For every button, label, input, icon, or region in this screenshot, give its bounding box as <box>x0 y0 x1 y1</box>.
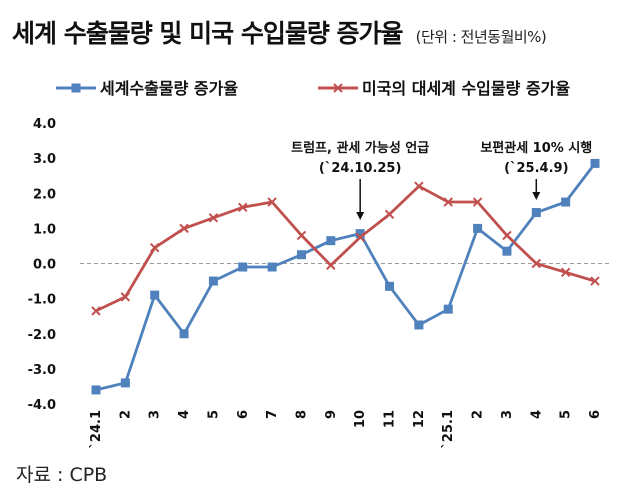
x-tick-label: 4 <box>529 410 544 419</box>
data-point-marker <box>414 320 424 330</box>
annotation-date: (`25.4.9) <box>504 161 568 176</box>
data-point-marker <box>120 292 131 302</box>
annotation-text: 보편관세 10% 시행 <box>480 140 592 156</box>
data-point-marker <box>179 223 189 234</box>
data-point-marker <box>443 304 453 314</box>
data-point-marker <box>473 223 483 233</box>
data-point-marker <box>560 267 571 277</box>
x-tick-label: 2 <box>118 410 133 419</box>
data-point-marker <box>91 385 101 395</box>
data-point-marker <box>150 290 160 300</box>
x-tick-label: 8 <box>294 410 309 419</box>
data-point-marker <box>238 202 248 213</box>
x-tick-label: `25.1 <box>441 410 456 449</box>
unit-note: (단위 : 전년동월비%) <box>415 28 547 46</box>
data-point-marker <box>561 197 571 207</box>
data-point-marker <box>208 276 218 286</box>
data-point-marker <box>296 250 306 260</box>
data-point-marker <box>326 260 336 270</box>
data-point-marker <box>531 258 542 269</box>
chart-title: 세계 수출물량 및 미국 수입물량 증가율 <box>12 19 404 48</box>
x-tick-label: 2 <box>471 410 486 419</box>
x-tick-label: 7 <box>265 410 280 419</box>
data-point-marker <box>120 378 130 388</box>
x-tick-label: 6 <box>236 410 251 419</box>
x-tick-label: 11 <box>383 410 398 428</box>
x-tick-label: 5 <box>206 410 221 419</box>
x-tick-label: `24.1 <box>89 410 104 449</box>
series-line-1 <box>95 162 597 392</box>
data-point-marker <box>531 208 541 218</box>
y-tick-label: 1.0 <box>33 222 56 237</box>
data-point-marker <box>267 197 277 207</box>
data-point-marker <box>355 232 365 242</box>
y-tick-label: 2.0 <box>33 187 56 202</box>
annotation-arrowhead <box>532 192 541 200</box>
y-tick-label: -2.0 <box>28 328 56 343</box>
legend-label-2: 미국의 대세계 수입물량 증가율 <box>362 79 570 98</box>
data-point-marker <box>472 197 483 207</box>
x-tick-label: 6 <box>588 410 603 419</box>
data-point-marker <box>590 158 600 168</box>
x-tick-label: 12 <box>412 410 427 428</box>
data-point-marker <box>355 229 365 239</box>
data-point-marker <box>384 209 395 220</box>
series-line-2 <box>95 184 596 313</box>
annotation-arrowhead <box>356 212 365 220</box>
x-tick-label: 5 <box>559 410 574 419</box>
data-point-marker <box>91 306 101 316</box>
source-note: 자료 : CPB <box>16 464 108 486</box>
data-point-marker <box>296 230 307 241</box>
y-tick-label: 4.0 <box>33 117 56 132</box>
x-tick-label: 3 <box>148 410 163 419</box>
y-tick-label: -3.0 <box>28 363 56 378</box>
data-point-marker <box>179 329 189 339</box>
x-tick-label: 10 <box>353 410 368 428</box>
legend-marker <box>71 83 81 93</box>
data-point-marker <box>149 242 160 253</box>
x-tick-label: 9 <box>324 410 339 419</box>
data-point-marker <box>208 213 219 223</box>
data-point-marker <box>238 262 248 272</box>
data-point-marker <box>385 281 395 291</box>
data-point-marker <box>443 197 453 207</box>
annotation-text: 트럼프, 관세 가능성 언급 <box>291 140 429 156</box>
x-tick-label: 3 <box>500 410 515 419</box>
y-tick-label: -1.0 <box>28 293 56 308</box>
legend-label-1: 세계수출물량 증가율 <box>100 79 238 98</box>
y-tick-label: 0.0 <box>33 258 56 273</box>
legend-marker <box>333 83 343 93</box>
annotation-date: (`24.10.25) <box>319 161 402 176</box>
data-point-marker <box>326 236 336 246</box>
y-tick-label: -4.0 <box>28 398 56 413</box>
data-point-marker <box>267 262 277 272</box>
title-row: 세계 수출물량 및 미국 수입물량 증가율 (단위 : 전년동월비%) <box>12 14 547 50</box>
x-tick-label: 4 <box>177 410 192 419</box>
data-point-marker <box>590 276 600 286</box>
data-point-marker <box>414 181 424 191</box>
y-tick-label: 3.0 <box>33 152 56 167</box>
data-point-marker <box>502 246 512 256</box>
data-point-marker <box>502 230 512 241</box>
